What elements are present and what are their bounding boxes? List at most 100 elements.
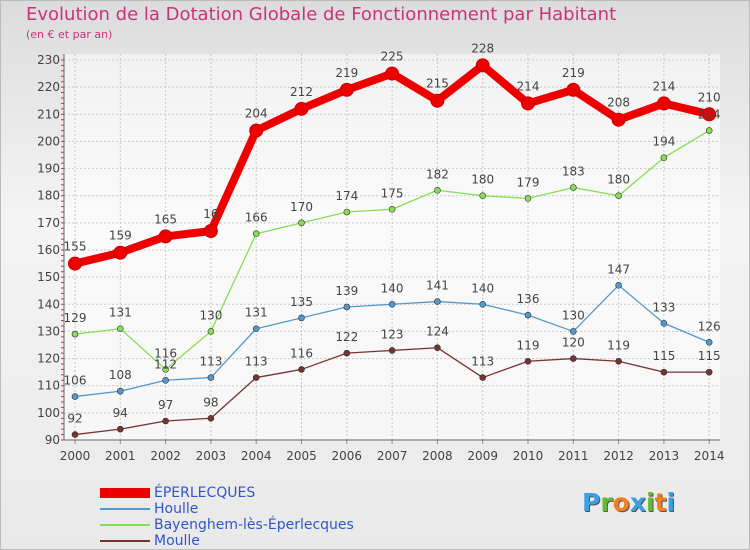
data-point [158,229,173,244]
data-point [207,414,215,422]
y-tick-label: 100 [37,406,60,420]
data-point [294,101,309,116]
logo-letter: x [629,488,646,517]
data-point [71,431,79,438]
data-label: 131 [109,306,132,320]
data-label: 174 [335,189,358,203]
data-label: 106 [64,374,87,388]
data-label: 108 [109,368,132,382]
legend-label: ÉPERLECQUES [154,485,256,501]
x-tick-label: 2002 [150,449,181,463]
logo-letter: r [600,488,613,517]
data-point [117,425,124,433]
data-point [569,355,577,362]
logo-letter: i [666,488,676,517]
data-label: 133 [652,300,675,314]
data-point [569,328,577,335]
chart-title: Evolution de la Dotation Globale de Fonc… [26,4,617,25]
data-point [252,374,260,381]
data-label: 113 [471,355,494,369]
data-label: 97 [158,398,173,412]
data-point [566,82,581,97]
data-point [524,357,532,365]
data-label: 16 [203,207,218,221]
data-point [524,311,532,319]
y-tick-label: 200 [37,134,60,148]
data-point [702,107,717,122]
data-label: 92 [67,412,82,426]
data-label: 180 [607,173,630,187]
data-label: 210 [698,90,721,104]
x-tick-label: 2001 [105,449,136,463]
x-tick-label: 2007 [377,449,408,463]
data-label: 165 [154,212,177,226]
x-tick-label: 2006 [332,449,363,463]
y-tick-label: 160 [37,243,60,257]
y-tick-label: 90 [45,433,60,447]
x-tick-label: 2011 [558,449,589,463]
data-point [339,82,354,97]
data-label: 130 [199,308,222,322]
legend-swatch [100,488,150,498]
data-label: 115 [652,349,675,363]
chart-subtitle: (en € et par an) [26,28,113,41]
logo-letter: P [582,488,601,517]
data-point [207,374,215,381]
data-point [71,393,79,400]
y-tick-label: 180 [37,189,60,203]
data-point [343,349,351,357]
data-label: 159 [109,229,132,243]
y-tick-label: 170 [37,216,60,230]
data-point [660,319,668,327]
y-tick-label: 130 [37,324,60,338]
y-tick-label: 150 [37,270,60,284]
data-label: 122 [335,330,358,344]
data-point [479,300,487,308]
data-label: 180 [471,173,494,187]
data-point [298,366,305,373]
data-label: 141 [426,279,449,293]
x-tick-label: 2003 [196,449,227,463]
data-point [298,219,305,227]
data-label: 113 [245,355,268,369]
data-label: 126 [698,319,721,333]
data-point [479,192,487,200]
data-label: 124 [426,325,449,339]
data-point [113,245,128,260]
data-point [660,368,668,376]
data-point [388,300,396,308]
data-label: 215 [426,77,449,91]
x-tick-label: 2012 [603,449,634,463]
data-point [203,224,218,238]
data-label: 94 [113,406,128,420]
data-point [385,66,400,81]
data-label: 219 [562,66,585,80]
data-label: 123 [381,327,404,341]
data-point [611,112,626,127]
data-label: 214 [652,79,675,93]
data-label: 112 [154,357,177,371]
logo-letter: i [646,488,655,517]
data-label: 228 [471,41,494,55]
x-tick-label: 2004 [241,449,272,463]
data-point [434,186,441,194]
x-tick-label: 2014 [694,449,725,463]
data-label: 166 [245,211,268,225]
data-label: 140 [381,281,404,295]
data-point [388,347,396,354]
data-point [343,303,351,311]
data-label: 194 [652,135,675,149]
x-tick-label: 2009 [467,449,498,463]
data-label: 113 [199,355,222,369]
data-point [117,387,124,395]
legend-swatch [100,508,150,510]
legend-label: Houlle [154,501,199,517]
data-label: 182 [426,167,449,181]
data-point [475,58,490,73]
data-point [660,154,668,162]
data-point [705,338,713,346]
x-tick-label: 2013 [649,449,680,463]
data-label: 214 [517,79,540,93]
data-label: 119 [517,338,540,352]
